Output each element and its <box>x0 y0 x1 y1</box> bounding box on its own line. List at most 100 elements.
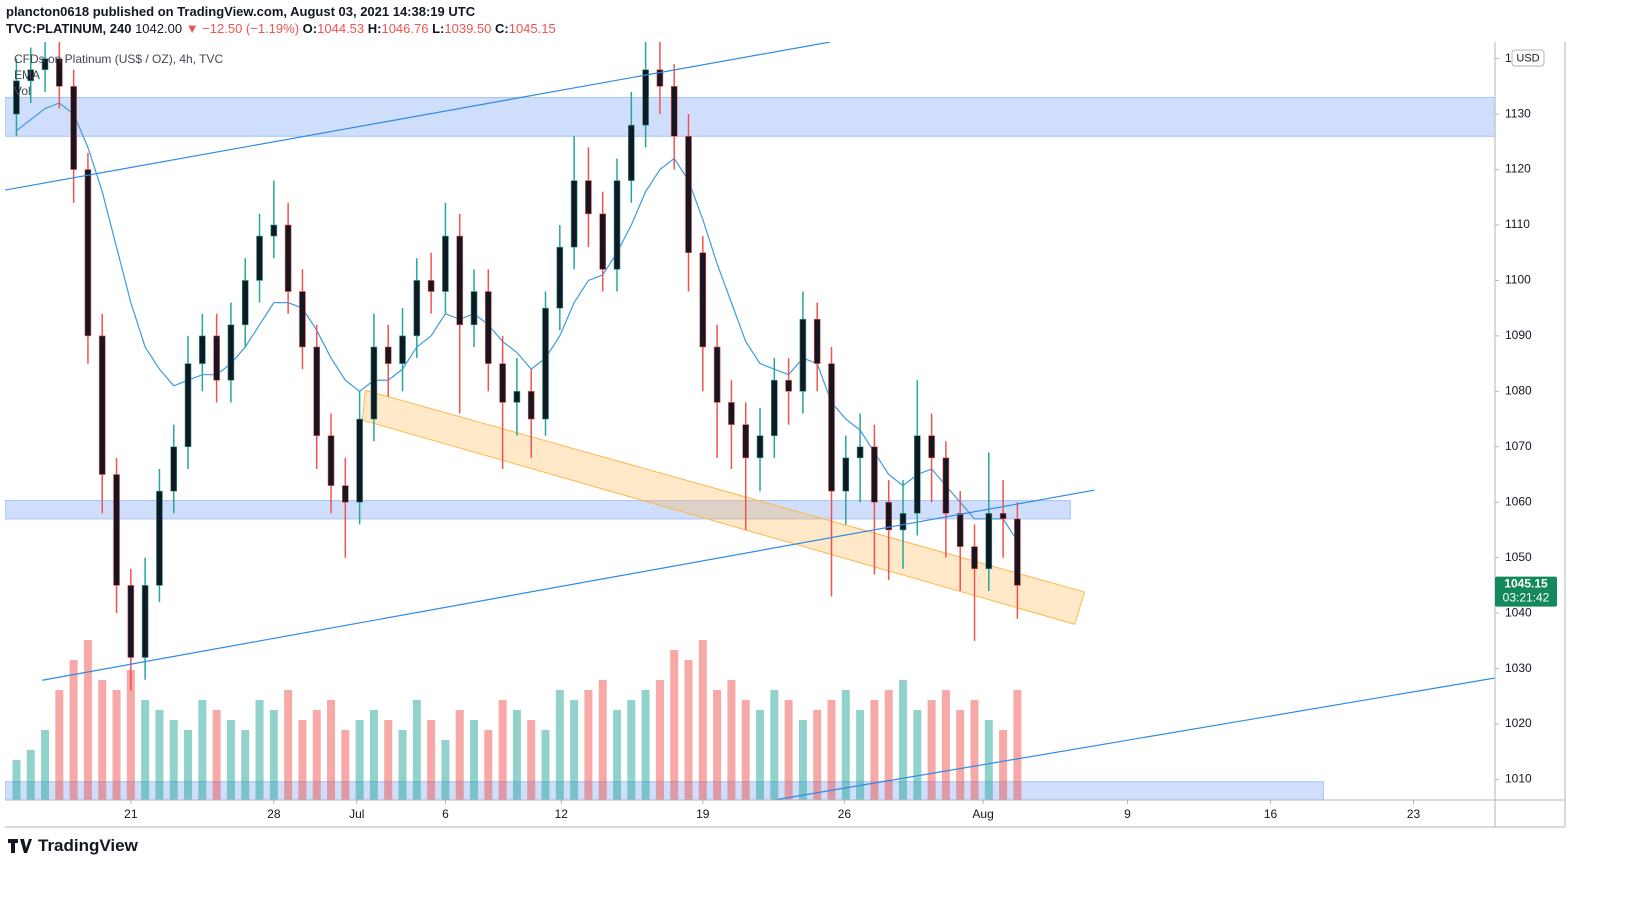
y-tick-label: 1110 <box>1505 217 1530 231</box>
change: −12.50 (−1.19%) <box>202 21 300 36</box>
volume-bar <box>312 710 321 800</box>
candle-body <box>199 335 206 364</box>
candle-body <box>456 235 464 326</box>
price-tag <box>1495 576 1557 607</box>
o: 1044.53 <box>317 21 365 36</box>
volume-bar <box>55 690 64 800</box>
candle-body <box>771 379 778 436</box>
volume-bar <box>12 760 21 800</box>
volume-bar <box>713 690 722 800</box>
candle-body <box>527 391 535 420</box>
y-tick-label: 1130 <box>1505 106 1531 120</box>
x-tick-label: Jul <box>349 807 364 821</box>
candle-body <box>499 363 506 403</box>
volume-bar <box>298 720 307 800</box>
volume-bar <box>112 690 121 800</box>
volume-bar <box>741 700 750 800</box>
candle-body <box>570 180 578 248</box>
candle-body <box>785 379 792 392</box>
volume-bar <box>670 650 679 800</box>
volume-bar <box>441 740 450 800</box>
volume-bar <box>956 710 965 800</box>
candle-body <box>113 474 120 586</box>
candle-body <box>313 346 321 436</box>
volume-bar <box>884 690 893 800</box>
volume-bar <box>83 640 92 800</box>
y-tick-label: 1100 <box>1505 273 1531 287</box>
x-tick-label: 21 <box>124 807 138 821</box>
candle-body <box>628 124 635 181</box>
plot <box>5 42 1495 800</box>
zone <box>5 500 1071 520</box>
candle-body <box>542 307 549 420</box>
candle-body <box>956 513 964 547</box>
candle-body <box>127 585 135 658</box>
legend-ema: EMA <box>14 68 41 82</box>
candle-body <box>513 391 521 403</box>
volume-bar <box>341 730 350 800</box>
volume-bar <box>870 700 879 800</box>
volume-bar <box>269 710 278 800</box>
candle-body <box>370 346 378 420</box>
candle-body <box>299 291 306 348</box>
volume-bar <box>727 680 736 800</box>
y-tick-label: 1070 <box>1505 439 1532 453</box>
x-tick-label: 6 <box>442 807 449 821</box>
volume-bar <box>999 730 1008 800</box>
volume-bar <box>384 720 393 800</box>
l-label: L: <box>432 21 445 36</box>
x-tick-label: 16 <box>1264 807 1278 821</box>
volume-bar <box>26 750 35 800</box>
volume-bar <box>255 700 264 800</box>
candle-body <box>27 69 35 82</box>
candle-body <box>670 86 678 137</box>
candle-body <box>399 335 406 364</box>
volume-bar <box>598 680 607 800</box>
publisher: plancton0618 published on TradingView.co… <box>6 4 476 19</box>
volume-bar <box>41 730 50 800</box>
volume-bar <box>984 720 993 800</box>
trend-line <box>774 677 1495 800</box>
candle-body <box>885 501 893 531</box>
volume-bar <box>412 700 421 800</box>
volume-bar <box>455 710 464 800</box>
candle-body <box>84 169 92 337</box>
o-label: O: <box>302 21 318 36</box>
x-tick-label: 26 <box>838 807 852 821</box>
candle-body <box>13 80 20 115</box>
candle-body <box>871 446 878 503</box>
last: 1042.00 <box>135 21 183 36</box>
volume-bar <box>756 710 765 800</box>
channel <box>361 389 1086 625</box>
volume-bar <box>226 720 235 800</box>
candle-body <box>241 280 249 326</box>
volume-bar <box>369 710 378 800</box>
candle-body <box>585 180 592 215</box>
candle-body <box>41 58 49 71</box>
candle-body <box>813 318 821 364</box>
candle-body <box>1014 518 1021 586</box>
candle-body <box>485 291 492 364</box>
volume-bar <box>327 700 336 800</box>
candle-body <box>70 86 77 170</box>
footer: TradingView <box>8 836 138 856</box>
candle-body <box>342 485 349 503</box>
volume-bar <box>284 690 293 800</box>
y-tick-label: 1010 <box>1505 772 1532 786</box>
volume-bar <box>241 730 250 800</box>
legend-vol: Vol <box>14 84 31 98</box>
volume-bar <box>126 670 135 800</box>
y-tick-label: 1020 <box>1505 716 1532 730</box>
volume-bar <box>970 700 979 800</box>
volume-bar <box>641 690 650 800</box>
x-tick-label: 9 <box>1124 807 1131 821</box>
volume-bar <box>512 710 521 800</box>
price-tag-value: 1045.15 <box>1504 577 1548 591</box>
candle-body <box>141 585 149 658</box>
axes: 1010 1020 1030 1040 1050 1060 1070 1080 1090 1100… <box>124 49 1557 821</box>
candle-body <box>842 457 850 492</box>
candle-body <box>656 69 664 87</box>
brand: TradingView <box>38 836 138 855</box>
candle-body <box>599 213 607 270</box>
